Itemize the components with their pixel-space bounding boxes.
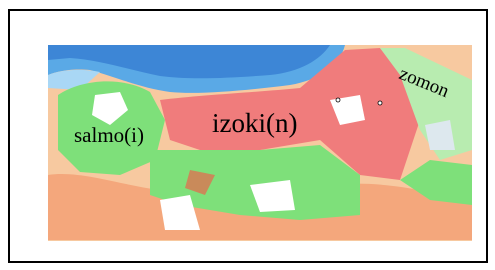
point <box>336 98 340 102</box>
point <box>378 101 382 105</box>
map-figure: salmo(i) izoki(n) zomon <box>0 0 495 270</box>
label-izoki: izoki(n) <box>212 108 297 138</box>
grey-patch <box>425 120 455 150</box>
label-salmo: salmo(i) <box>74 123 144 147</box>
